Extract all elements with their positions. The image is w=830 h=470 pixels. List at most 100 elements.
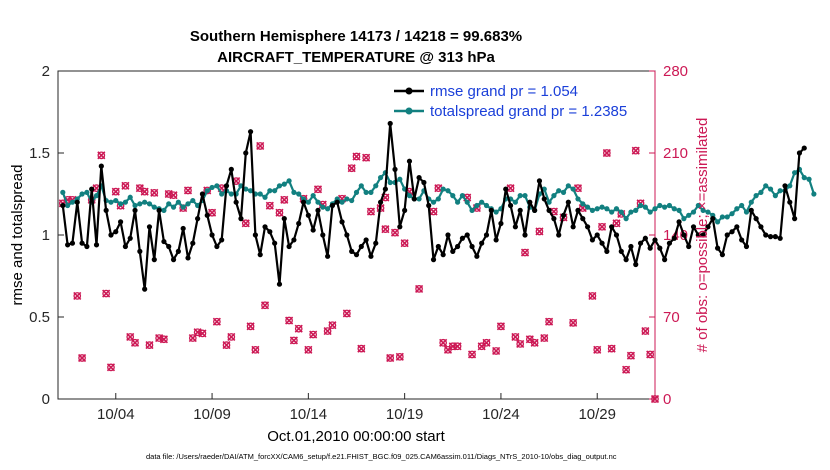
left-y-axis-ticks: 0 0.5 1 1.5 2 [29, 63, 64, 408]
obs-assimilated-marker [169, 191, 178, 200]
totalspread-point [676, 207, 682, 213]
rmse-point [392, 166, 398, 172]
totalspread-point [613, 206, 620, 212]
totalspread-point [440, 186, 446, 192]
obs-marker [145, 341, 154, 350]
rmse-point [281, 216, 287, 222]
rmse-point [252, 232, 258, 238]
totalspread-point [806, 176, 812, 182]
totalspread-point [416, 196, 422, 202]
obs-possible-marker [415, 285, 423, 293]
totalspread-point [623, 216, 629, 222]
totalspread-point [170, 204, 177, 210]
rmse-point [666, 240, 673, 246]
rmse-point [792, 216, 798, 222]
totalspread-point [666, 202, 673, 209]
totalspread-point [127, 194, 133, 200]
obs-possible-marker [246, 322, 255, 331]
obs-marker [650, 394, 660, 404]
obs-assimilated-marker [612, 219, 621, 228]
totalspread-point [247, 188, 254, 194]
obs-marker [106, 363, 116, 372]
rmse-point [195, 216, 201, 222]
rmse-point [243, 150, 249, 156]
obs-assimilated-marker [588, 291, 597, 300]
rmse-point [209, 232, 215, 238]
obs-assimilated-marker [506, 184, 515, 193]
totalspread-point [430, 199, 437, 205]
obs-assimilated-marker [545, 317, 554, 326]
totalspread-point [209, 184, 215, 191]
totalspread-point [93, 193, 100, 199]
rmse-point [671, 235, 677, 241]
obs-possible-marker [603, 149, 611, 157]
obs-assimilated-marker [212, 317, 221, 326]
obs-possible-marker [641, 327, 650, 335]
obs-possible-marker [381, 225, 390, 233]
obs-marker [386, 353, 395, 363]
obs-marker [313, 185, 323, 194]
rmse-point [459, 235, 466, 241]
obs-assimilated-marker [140, 187, 149, 196]
rmse-point [69, 240, 76, 246]
totalspread-point [339, 199, 345, 205]
obs-assimilated-marker [102, 289, 111, 298]
rmse-point [628, 243, 634, 250]
left-tick-label: 1.5 [29, 145, 50, 162]
obs-marker [212, 317, 221, 326]
rmse-point [551, 216, 557, 222]
obs-marker [362, 153, 371, 162]
rmse-point [623, 257, 629, 263]
rmse-point [705, 224, 711, 230]
rmse-point [228, 166, 234, 172]
obs-possible-marker [569, 319, 578, 327]
obs-assimilated-marker [641, 326, 650, 336]
totalspread-point [373, 183, 379, 189]
obs-marker [631, 146, 640, 155]
rmse-point [796, 150, 803, 156]
obs-possible-marker [453, 342, 462, 351]
rmse-point [122, 243, 129, 250]
obs-assimilated-marker [328, 321, 337, 330]
obs-assimilated-marker [342, 309, 351, 318]
totalspread-point [368, 189, 374, 195]
x-tick-label: 10/09 [193, 406, 231, 423]
rmse-point [483, 232, 490, 238]
totalspread-point [474, 202, 480, 209]
totalspread-point [512, 199, 518, 205]
obs-marker [357, 344, 366, 353]
rmse-point [170, 257, 177, 263]
obs-possible-marker [184, 186, 192, 195]
obs-possible-marker [126, 333, 135, 341]
obs-marker [309, 330, 318, 339]
obs-assimilated-marker [573, 184, 583, 193]
totalspread-point [671, 206, 677, 212]
rmse-point [185, 255, 191, 261]
obs-assimilated-marker [362, 153, 371, 162]
obs-marker [482, 338, 491, 347]
right-tick-label: 210 [663, 145, 688, 162]
rmse-point [238, 216, 244, 222]
obs-possible-marker [627, 351, 635, 360]
rmse-point [320, 232, 326, 238]
totalspread-point [729, 211, 735, 217]
totalspread-point [483, 202, 490, 209]
totalspread-point [69, 199, 76, 205]
totalspread-point [180, 204, 186, 210]
totalspread-point [479, 199, 485, 205]
totalspread-point [455, 199, 461, 205]
totalspread-point [652, 206, 658, 212]
rmse-point [199, 191, 206, 197]
totalspread-point [464, 199, 470, 205]
obs-marker [169, 191, 178, 200]
obs-possible-marker [213, 317, 221, 326]
obs-assimilated-marker [121, 181, 130, 190]
rmse-point [117, 219, 124, 225]
rmse-point [503, 186, 509, 192]
totalspread-point [65, 202, 71, 209]
totalspread-point [146, 201, 153, 207]
rmse-point [541, 196, 547, 202]
rmse-point [161, 238, 167, 245]
obs-assimilated-marker [602, 148, 611, 158]
obs-assimilated-marker [492, 346, 501, 356]
